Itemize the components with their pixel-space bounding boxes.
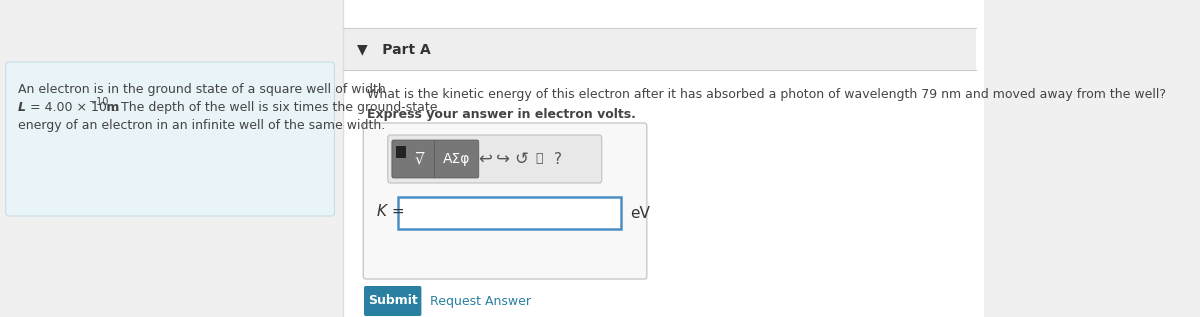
Text: Express your answer in electron volts.: Express your answer in electron volts. [367,108,636,121]
Text: ↪: ↪ [497,150,510,168]
FancyBboxPatch shape [392,140,436,178]
Text: Submit: Submit [368,294,418,307]
Text: √̅: √̅ [415,152,425,166]
FancyBboxPatch shape [397,197,620,229]
FancyBboxPatch shape [434,140,479,178]
Text: eV: eV [630,205,649,221]
Text: ?: ? [553,152,562,166]
Text: energy of an electron in an infinite well of the same width.: energy of an electron in an infinite wel… [18,119,385,132]
Text: K =: K = [377,204,404,219]
FancyBboxPatch shape [6,62,335,216]
Text: = 4.00 × 10: = 4.00 × 10 [26,101,107,114]
Text: ↩: ↩ [479,150,492,168]
Text: L: L [18,101,26,114]
Text: An electron is in the ground state of a square well of width: An electron is in the ground state of a … [18,83,385,96]
Text: ↺: ↺ [515,150,528,168]
Text: . The depth of the well is six times the ground-state: . The depth of the well is six times the… [113,101,438,114]
Text: What is the kinetic energy of this electron after it has absorbed a photon of wa: What is the kinetic energy of this elect… [367,88,1166,101]
Text: ⎙: ⎙ [535,152,544,165]
FancyBboxPatch shape [343,0,984,317]
FancyBboxPatch shape [364,286,421,316]
Text: ▼   Part A: ▼ Part A [358,42,431,56]
Text: m: m [102,101,119,114]
FancyBboxPatch shape [343,28,976,70]
FancyBboxPatch shape [388,135,601,183]
Text: Request Answer: Request Answer [430,294,530,307]
FancyBboxPatch shape [364,123,647,279]
Text: AΣφ: AΣφ [443,152,470,166]
Text: −10: −10 [89,97,109,107]
FancyBboxPatch shape [396,146,406,158]
